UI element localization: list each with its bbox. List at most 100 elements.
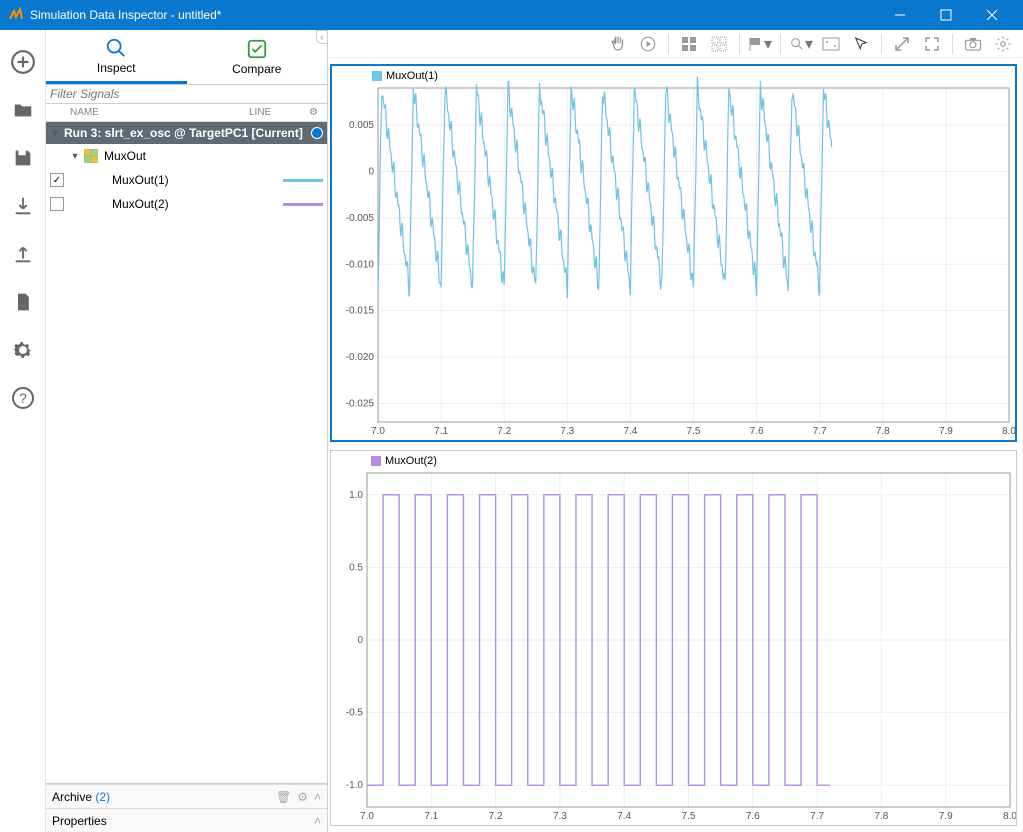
svg-text:7.5: 7.5: [687, 426, 701, 437]
svg-text:-0.025: -0.025: [346, 398, 375, 409]
save-button[interactable]: [5, 140, 41, 176]
legend-label: MuxOut(1): [386, 70, 438, 82]
export-button[interactable]: [5, 236, 41, 272]
play-icon[interactable]: [634, 32, 662, 56]
tab-compare[interactable]: Compare: [187, 30, 328, 84]
signal-checkbox[interactable]: [50, 197, 64, 211]
maximize-button[interactable]: [923, 0, 969, 30]
collapse-handle[interactable]: ‹: [316, 30, 328, 44]
fit-icon[interactable]: [817, 32, 845, 56]
svg-text:7.6: 7.6: [746, 811, 760, 822]
run-label: Run 3: slrt_ex_osc @ TargetPC1 [Current]: [64, 126, 303, 140]
col-name: NAME: [50, 107, 249, 118]
svg-text:0: 0: [357, 635, 363, 646]
gear-icon[interactable]: [989, 32, 1017, 56]
properties-panel-header[interactable]: Properties ˄: [46, 808, 327, 832]
svg-text:-0.015: -0.015: [346, 306, 375, 317]
zoom-icon[interactable]: ▾: [787, 32, 815, 56]
help-button[interactable]: ?: [5, 380, 41, 416]
layout-grid-icon[interactable]: [675, 32, 703, 56]
flag-icon[interactable]: ▾: [746, 32, 774, 56]
icon-rail: ?: [0, 30, 46, 832]
trash-icon[interactable]: 🗑: [276, 790, 291, 804]
legend-label: MuxOut(2): [385, 455, 437, 467]
run-row[interactable]: ▾ Run 3: slrt_ex_osc @ TargetPC1 [Curren…: [46, 122, 327, 144]
svg-text:7.1: 7.1: [434, 426, 448, 437]
svg-text:-0.005: -0.005: [346, 213, 375, 224]
svg-text:1.0: 1.0: [349, 490, 363, 501]
run-status-dot: [311, 127, 323, 139]
signal-label: MuxOut(1): [112, 173, 283, 187]
svg-text:7.3: 7.3: [560, 426, 574, 437]
cursor-icon[interactable]: [847, 32, 875, 56]
expand-icon[interactable]: ▾: [70, 151, 80, 162]
signal-checkbox[interactable]: ✓: [50, 173, 64, 187]
svg-text:7.0: 7.0: [371, 426, 385, 437]
svg-text:7.5: 7.5: [682, 811, 696, 822]
search-icon: [105, 37, 127, 59]
layout-dashed-icon[interactable]: [705, 32, 733, 56]
app-icon: [8, 7, 24, 23]
plot-2[interactable]: MuxOut(2) 7.07.17.27.37.47.57.67.77.87.9…: [330, 450, 1017, 826]
filter-input[interactable]: [46, 84, 327, 104]
svg-text:7.3: 7.3: [553, 811, 567, 822]
group-label: MuxOut: [104, 149, 323, 163]
svg-text:-0.5: -0.5: [346, 708, 364, 719]
expand-diag-icon[interactable]: [888, 32, 916, 56]
signal-label: MuxOut(2): [112, 197, 283, 211]
signal-row[interactable]: ✓ MuxOut(1): [46, 168, 327, 192]
tab-inspect-label: Inspect: [97, 61, 136, 75]
new-doc-button[interactable]: [5, 284, 41, 320]
plot-toolbar: ▾ ▾: [328, 30, 1023, 58]
svg-text:7.9: 7.9: [939, 426, 953, 437]
line-legend: [283, 203, 323, 206]
import-button[interactable]: [5, 188, 41, 224]
svg-text:7.1: 7.1: [424, 811, 438, 822]
tab-compare-label: Compare: [232, 62, 281, 76]
legend-swatch: [372, 71, 382, 81]
svg-text:7.2: 7.2: [489, 811, 503, 822]
group-row[interactable]: ▾ MuxOut: [46, 144, 327, 168]
pan-hand-icon[interactable]: [604, 32, 632, 56]
svg-text:7.8: 7.8: [874, 811, 888, 822]
fullscreen-icon[interactable]: [918, 32, 946, 56]
svg-text:7.4: 7.4: [617, 811, 631, 822]
svg-text:7.0: 7.0: [360, 811, 374, 822]
sidebar: ‹ Inspect Compare NAME LINE ⚙ ▾ Run 3: s…: [46, 30, 328, 832]
svg-text:7.8: 7.8: [876, 426, 890, 437]
chevron-up-icon[interactable]: ˄: [314, 814, 321, 828]
col-line: LINE: [249, 107, 309, 118]
tab-inspect[interactable]: Inspect: [46, 30, 187, 84]
main-area: ▾ ▾ MuxOut(1) 7.0 7.1 7.2 7.3 7.4 7.5 7.6 7.7 7.…: [328, 30, 1023, 832]
line-legend: [283, 179, 323, 182]
mux-icon: [84, 149, 98, 163]
svg-text:-0.020: -0.020: [346, 352, 375, 363]
open-folder-button[interactable]: [5, 92, 41, 128]
svg-text:-1.0: -1.0: [346, 780, 364, 791]
svg-text:7.9: 7.9: [939, 811, 953, 822]
check-icon: [246, 38, 268, 60]
col-gear-icon[interactable]: ⚙: [309, 107, 323, 118]
signal-row[interactable]: MuxOut(2): [46, 192, 327, 216]
svg-text:8.0: 8.0: [1003, 811, 1016, 822]
archive-panel-header[interactable]: Archive (2) 🗑 ⚙ ˄: [46, 784, 327, 808]
sidebar-tabs: Inspect Compare: [46, 30, 327, 84]
svg-text:7.6: 7.6: [750, 426, 764, 437]
properties-label: Properties: [52, 814, 107, 828]
plot-1[interactable]: MuxOut(1) 7.07.17.27.37.47.57.67.77.87.9…: [330, 64, 1017, 442]
chevron-up-icon[interactable]: ˄: [314, 790, 321, 804]
expand-icon[interactable]: ▾: [50, 128, 60, 139]
add-button[interactable]: [5, 44, 41, 80]
archive-label: Archive: [52, 790, 92, 804]
svg-text:0.5: 0.5: [349, 562, 363, 573]
close-button[interactable]: [969, 0, 1015, 30]
svg-text:7.2: 7.2: [497, 426, 511, 437]
minimize-button[interactable]: [877, 0, 923, 30]
svg-text:7.7: 7.7: [813, 426, 827, 437]
gear-icon[interactable]: ⚙: [297, 790, 308, 804]
svg-text:8.0: 8.0: [1002, 426, 1015, 437]
snapshot-icon[interactable]: [959, 32, 987, 56]
settings-button[interactable]: [5, 332, 41, 368]
svg-text:-0.010: -0.010: [346, 259, 375, 270]
title-bar: Simulation Data Inspector - untitled*: [0, 0, 1023, 30]
